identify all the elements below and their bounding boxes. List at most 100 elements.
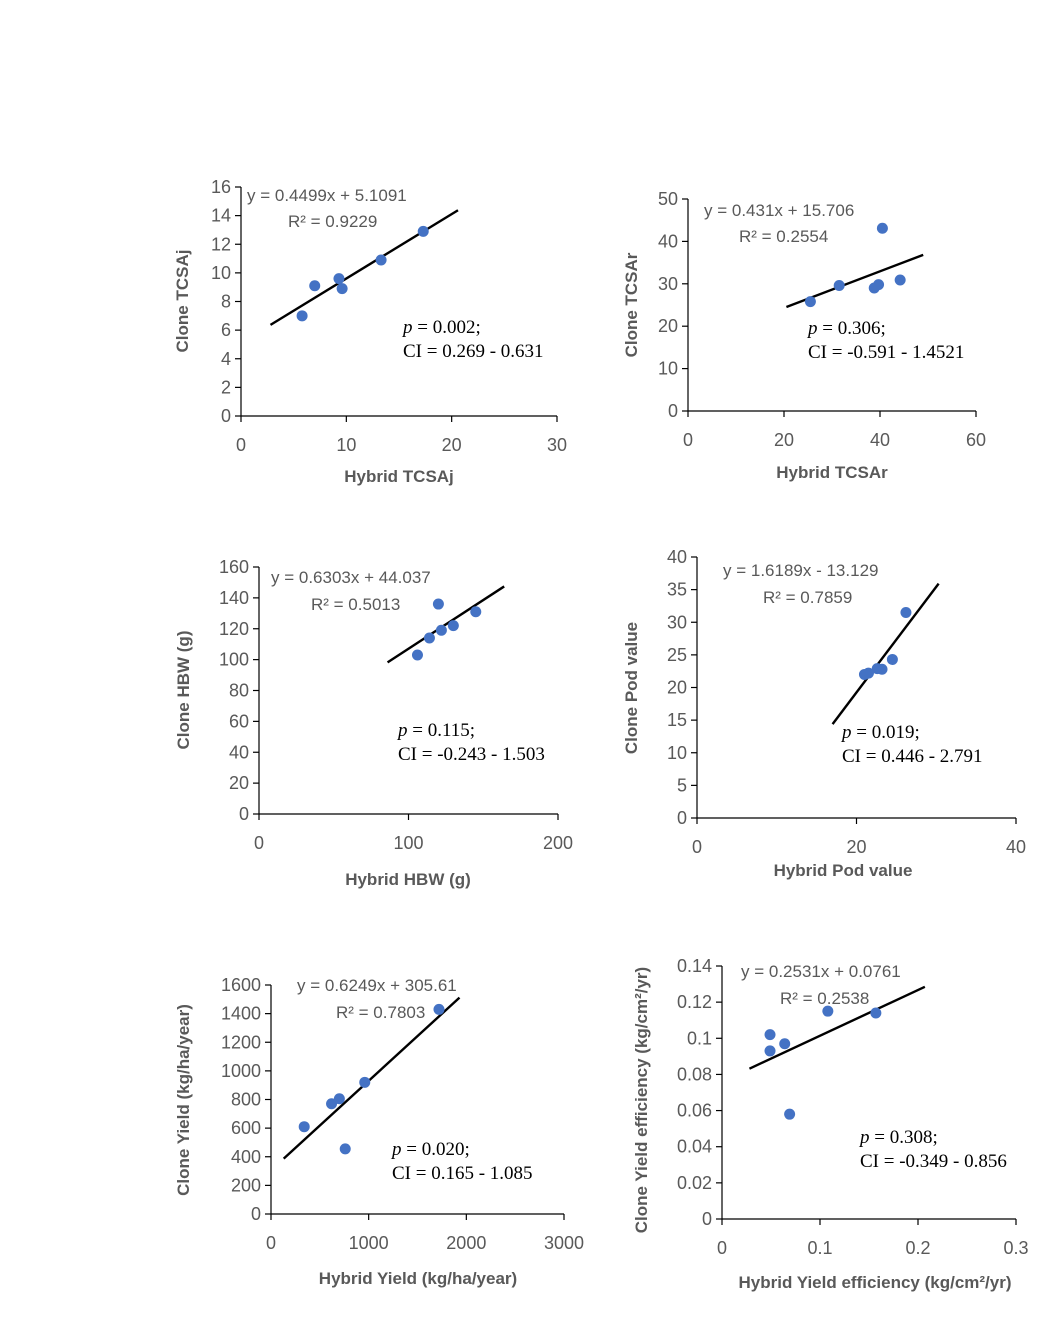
y-tick-label: 20 (658, 316, 678, 336)
data-point (339, 1143, 351, 1155)
x-tick-label: 0 (717, 1238, 727, 1258)
trendline (386, 585, 505, 664)
data-point (298, 1121, 310, 1133)
x-tick-label: 0.1 (807, 1238, 832, 1258)
data-point (333, 1093, 345, 1105)
p-value-label: p = 0.306; (806, 318, 886, 339)
trendline-equation: y = 0.6249x + 305.61 (297, 976, 457, 995)
x-tick-label: 100 (393, 833, 423, 853)
trendline (831, 582, 940, 725)
y-tick-label: 20 (667, 678, 687, 698)
trendline (748, 985, 926, 1070)
data-point (326, 1098, 338, 1110)
y-tick-label: 5 (677, 775, 687, 795)
y-tick-label: 4 (221, 349, 231, 369)
data-point (470, 606, 482, 618)
data-point (764, 1045, 776, 1057)
x-tick-label: 20 (442, 435, 462, 455)
trendline-equation: y = 0.431x + 15.706 (704, 201, 854, 220)
x-tick-label: 60 (966, 430, 986, 450)
data-point (862, 667, 874, 679)
trendline-equation: y = 0.6303x + 44.037 (271, 568, 431, 587)
x-tick-label: 30 (547, 435, 567, 455)
p-value-label: p = 0.308; (858, 1127, 938, 1148)
y-tick-label: 0 (677, 808, 687, 828)
y-tick-label: 8 (221, 292, 231, 312)
data-point (886, 653, 898, 665)
data-point (873, 279, 885, 291)
p-value-label: p = 0.002; (401, 317, 481, 338)
p-value-label: p = 0.115; (396, 720, 475, 741)
y-axis-label: Clone Pod value (622, 622, 641, 754)
y-tick-label: 10 (667, 743, 687, 763)
chart-panel-5: 0 200 400 600 800 1000 1200 1400 1600 0 1000 2000 30… (174, 975, 584, 1288)
data-point (417, 225, 429, 237)
x-tick-label: 0 (254, 833, 264, 853)
y-tick-label: 60 (229, 711, 249, 731)
y-tick-label: 14 (211, 206, 231, 226)
y-tick-label: 35 (667, 580, 687, 600)
y-tick-label: 1600 (221, 975, 261, 995)
confidence-interval-label: CI = 0.269 - 0.631 (403, 341, 544, 362)
data-point (336, 283, 348, 295)
y-tick-label: 80 (229, 681, 249, 701)
x-tick-label: 0 (692, 837, 702, 857)
confidence-interval-label: CI = -0.243 - 1.503 (398, 744, 545, 765)
y-tick-label: 0.02 (677, 1173, 712, 1193)
p-value-label: p = 0.020; (390, 1139, 470, 1160)
r-squared-label: R² = 0.7859 (763, 588, 852, 607)
x-tick-label: 40 (870, 430, 890, 450)
r-squared-label: R² = 0.2538 (780, 989, 869, 1008)
data-point (870, 1007, 882, 1019)
y-tick-label: 0 (221, 406, 231, 426)
r-squared-label: R² = 0.7803 (336, 1003, 425, 1022)
data-point (833, 279, 845, 291)
y-tick-label: 30 (667, 612, 687, 632)
confidence-interval-label: CI = 0.165 - 1.085 (392, 1163, 533, 1184)
x-tick-label: 0 (683, 430, 693, 450)
data-point (900, 606, 912, 618)
y-tick-label: 25 (667, 645, 687, 665)
y-tick-label: 600 (231, 1118, 261, 1138)
y-tick-label: 50 (658, 189, 678, 209)
x-axis-label: Hybrid TCSAr (776, 463, 888, 482)
data-point (333, 273, 345, 285)
p-value-label: p = 0.019; (840, 722, 920, 743)
x-axis-label: Hybrid TCSAj (344, 467, 454, 486)
data-point (876, 222, 888, 234)
y-tick-label: 1400 (221, 1004, 261, 1024)
y-tick-label: 0.04 (677, 1137, 712, 1157)
x-tick-label: 1000 (349, 1233, 389, 1253)
y-axis-label: Clone HBW (g) (174, 631, 193, 750)
y-tick-label: 1000 (221, 1061, 261, 1081)
y-axis-label: Clone Yield efficiency (kg/cm²/yr) (632, 967, 651, 1233)
data-point (435, 624, 447, 636)
y-tick-label: 0.1 (687, 1028, 712, 1048)
confidence-interval-label: CI = -0.591 - 1.4521 (808, 342, 964, 363)
data-point (359, 1076, 371, 1088)
r-squared-label: R² = 0.2554 (739, 227, 828, 246)
x-axis-label: Hybrid Yield efficiency (kg/cm²/yr) (738, 1273, 1011, 1292)
y-tick-label: 0.14 (677, 956, 712, 976)
y-tick-label: 200 (231, 1175, 261, 1195)
y-tick-label: 16 (211, 177, 231, 197)
trendline-equation: y = 0.4499x + 5.1091 (247, 186, 407, 205)
data-point (423, 632, 435, 644)
y-tick-label: 160 (219, 557, 249, 577)
x-tick-label: 2000 (446, 1233, 486, 1253)
y-axis-label: Clone TCSAr (622, 252, 641, 357)
y-tick-label: 0.06 (677, 1101, 712, 1121)
y-tick-label: 140 (219, 588, 249, 608)
r-squared-label: R² = 0.5013 (311, 595, 400, 614)
data-point (411, 649, 423, 661)
chart-panel-1: 0 2 4 6 8 10 12 14 16 0 10 20 30 Hybrid TCSAj Clone TC… (173, 177, 567, 486)
x-tick-label: 20 (774, 430, 794, 450)
data-point (432, 598, 444, 610)
y-tick-label: 1200 (221, 1032, 261, 1052)
confidence-interval-label: CI = 0.446 - 2.791 (842, 746, 983, 767)
y-tick-label: 15 (667, 710, 687, 730)
y-tick-label: 40 (229, 742, 249, 762)
chart-panel-6: 0 0.02 0.04 0.06 0.08 0.1 0.12 0.14 0 0.1 0.2 0.3 Hy… (632, 956, 1029, 1292)
x-tick-label: 200 (543, 833, 573, 853)
